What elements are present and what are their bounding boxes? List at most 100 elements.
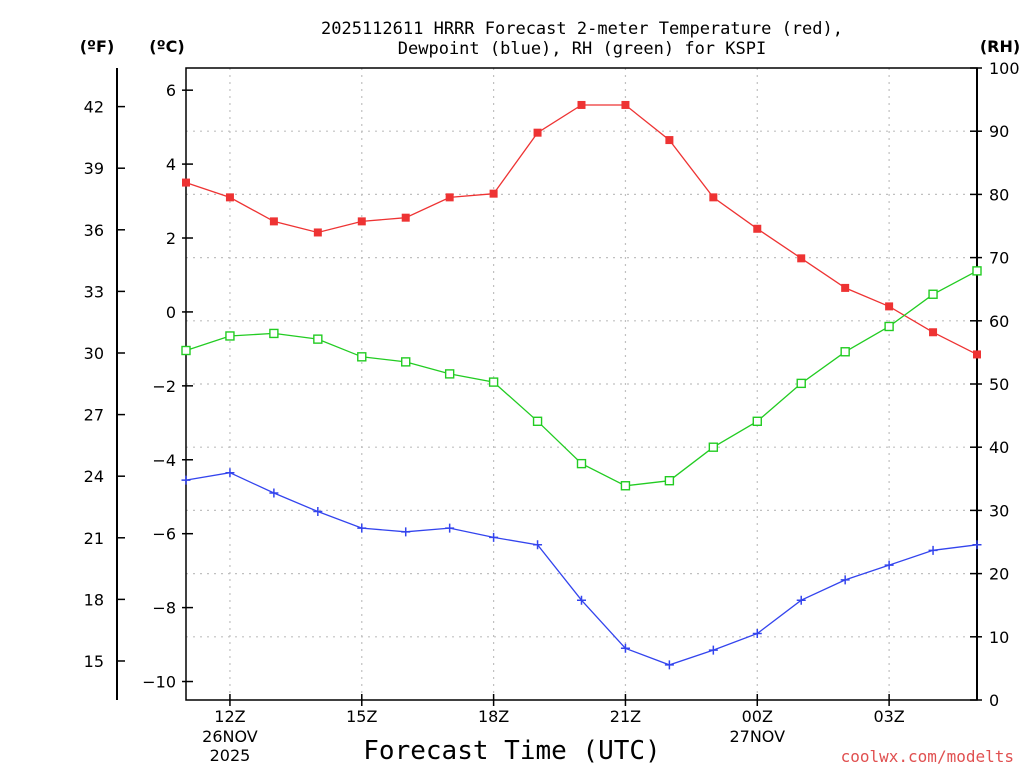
rh-marker — [313, 334, 323, 344]
celsius-tick-label: −4 — [152, 451, 176, 470]
rh-marker — [796, 378, 806, 389]
dewpoint-marker — [752, 628, 762, 638]
temperature-marker — [489, 189, 498, 198]
rh-unit-label: (RH) — [980, 37, 1020, 56]
rh-marker — [752, 416, 762, 426]
temperature-marker — [357, 217, 366, 226]
x-tick-label: 21Z — [610, 707, 641, 726]
fahrenheit-tick-label: 24 — [84, 467, 104, 486]
rh-tick-label: 90 — [989, 122, 1009, 141]
rh-marker — [225, 331, 235, 341]
rh-tick-label: 0 — [989, 691, 999, 710]
rh-tick-label: 20 — [989, 565, 1009, 584]
temperature-marker — [269, 217, 278, 226]
x-date-label: 26NOV — [202, 727, 258, 746]
fahrenheit-tick-label: 21 — [84, 529, 104, 548]
celsius-unit-label: (ºC) — [149, 37, 184, 56]
celsius-tick-label: 4 — [166, 155, 176, 174]
rh-marker — [972, 266, 982, 276]
rh-tick-label: 10 — [989, 628, 1009, 647]
dewpoint-marker — [840, 575, 850, 585]
celsius-tick-label: 6 — [166, 81, 176, 100]
dewpoint-marker — [796, 595, 806, 605]
fahrenheit-tick-label: 36 — [84, 221, 104, 240]
dewpoint-marker — [928, 545, 938, 555]
x-tick-label: 15Z — [346, 707, 377, 726]
chart-title-line-1: 2025112611 HRRR Forecast 2-meter Tempera… — [321, 19, 843, 39]
dewpoint-marker — [445, 523, 455, 533]
celsius-tick-label: −8 — [152, 599, 176, 618]
x-year-label: 2025 — [210, 746, 251, 765]
rh-tick-label: 30 — [989, 501, 1009, 520]
temperature-marker — [841, 283, 850, 292]
dewpoint-marker — [401, 527, 411, 537]
dewpoint-marker — [357, 523, 367, 533]
rh-marker — [269, 328, 279, 339]
temperature-marker — [709, 193, 718, 202]
rh-marker — [532, 416, 543, 426]
dewpoint-marker — [972, 540, 982, 550]
fahrenheit-tick-label: 39 — [84, 159, 104, 178]
x-tick-label: 18Z — [478, 707, 509, 726]
fahrenheit-tick-label: 15 — [84, 652, 104, 671]
temperature-marker — [313, 228, 322, 237]
rh-marker — [928, 289, 938, 299]
dewpoint-marker — [664, 660, 674, 670]
rh-tick-label: 50 — [989, 375, 1009, 394]
dewpoint-marker — [313, 507, 323, 517]
rh-marker — [884, 321, 894, 332]
source-credit: coolwx.com/modelts — [841, 747, 1014, 766]
dewpoint-line — [185, 472, 978, 666]
dewpoint-marker — [269, 488, 279, 498]
dewpoint-marker — [181, 475, 191, 485]
fahrenheit-tick-label: 42 — [84, 98, 104, 117]
fahrenheit-tick-label: 30 — [84, 344, 104, 363]
temperature-marker — [929, 328, 938, 337]
fahrenheit-tick-label: 18 — [84, 590, 104, 609]
temperature-marker — [533, 128, 542, 137]
temperature-marker — [621, 100, 630, 109]
rh-tick-label: 100 — [989, 59, 1020, 78]
rh-line — [185, 270, 978, 487]
x-tick-label: 00Z — [742, 707, 773, 726]
rh-tick-label: 70 — [989, 249, 1009, 268]
celsius-tick-label: −10 — [142, 673, 176, 692]
rh-tick-label: 80 — [989, 185, 1009, 204]
fahrenheit-tick-label: 33 — [84, 282, 104, 301]
x-date-label: 27NOV — [729, 727, 785, 746]
temperature-marker — [225, 193, 234, 202]
celsius-tick-label: 2 — [166, 229, 176, 248]
temperature-marker — [797, 254, 806, 263]
dewpoint-marker — [708, 645, 718, 655]
temperature-marker — [665, 136, 674, 145]
rh-marker — [620, 481, 631, 491]
temperature-marker — [445, 193, 454, 202]
temperature-marker — [885, 302, 894, 311]
x-tick-label: 12Z — [214, 707, 245, 726]
celsius-tick-label: −2 — [152, 377, 176, 396]
x-axis-title: Forecast Time (UTC) — [363, 736, 660, 766]
dewpoint-marker — [489, 532, 499, 542]
axes: 6420−2−4−6−8−104239363330272421181510090… — [84, 59, 1020, 765]
celsius-tick-label: −6 — [152, 525, 176, 544]
rh-tick-label: 60 — [989, 312, 1009, 331]
temperature-marker — [401, 213, 410, 222]
rh-marker — [840, 347, 850, 357]
dewpoint-marker — [577, 595, 586, 605]
dewpoint-marker — [533, 540, 543, 550]
rh-marker — [444, 369, 455, 379]
rh-marker — [357, 352, 367, 362]
rh-marker — [488, 377, 499, 387]
temperature-marker — [182, 178, 190, 187]
fahrenheit-tick-label: 27 — [84, 406, 104, 425]
dewpoint-marker — [225, 468, 235, 478]
temperature-marker — [973, 350, 981, 359]
rh-marker — [181, 345, 191, 356]
chart-title-line-2: Dewpoint (blue), RH (green) for KSPI — [398, 39, 766, 59]
rh-marker — [401, 357, 411, 367]
x-tick-label: 03Z — [873, 707, 904, 726]
temperature-line — [185, 104, 978, 355]
dewpoint-marker — [620, 643, 630, 653]
dewpoint-marker — [884, 560, 894, 570]
